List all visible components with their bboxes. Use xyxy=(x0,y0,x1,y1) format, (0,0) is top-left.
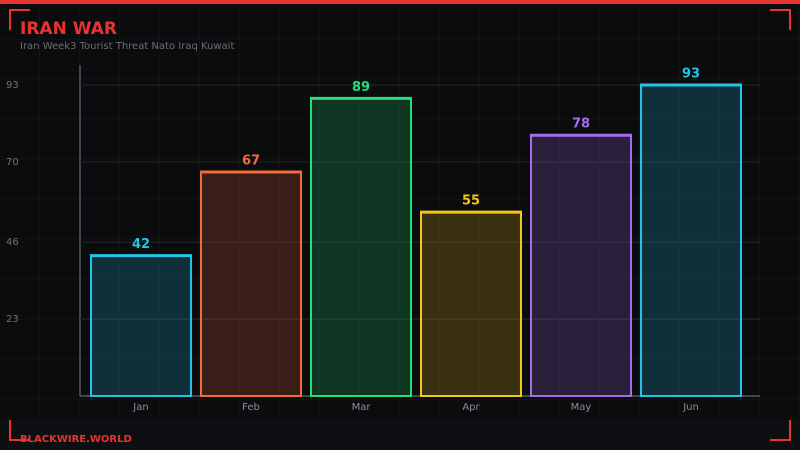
bar xyxy=(530,134,632,397)
value-label: 93 xyxy=(682,67,700,82)
value-label: 55 xyxy=(462,194,480,209)
x-tick-label: Apr xyxy=(462,402,480,413)
bar xyxy=(640,84,742,397)
y-tick-label: 46 xyxy=(6,237,19,248)
bar xyxy=(420,211,522,397)
x-tick-label: Jun xyxy=(682,402,699,413)
value-label: 67 xyxy=(242,153,260,168)
y-tick-label: 23 xyxy=(6,314,19,325)
value-label: 78 xyxy=(572,117,590,132)
x-tick-label: May xyxy=(571,402,592,413)
x-tick-label: Feb xyxy=(242,402,260,413)
value-label: 89 xyxy=(352,80,370,95)
bar xyxy=(310,97,412,397)
x-tick-label: Mar xyxy=(352,402,372,413)
subtitle: Iran Week3 Tourist Threat Nato Iraq Kuwa… xyxy=(20,41,234,52)
footer-bar xyxy=(0,420,800,450)
bar xyxy=(200,170,302,397)
brand: BLACKWIRE.WORLD xyxy=(20,434,132,445)
y-tick-label: 70 xyxy=(6,157,19,168)
value-label: 42 xyxy=(132,237,150,252)
bar xyxy=(90,254,192,397)
title: IRAN WAR xyxy=(20,19,117,39)
y-tick-label: 93 xyxy=(6,80,19,91)
corner-brackets xyxy=(9,9,791,441)
top-bar xyxy=(0,0,800,4)
x-tick-label: Jan xyxy=(132,402,148,413)
